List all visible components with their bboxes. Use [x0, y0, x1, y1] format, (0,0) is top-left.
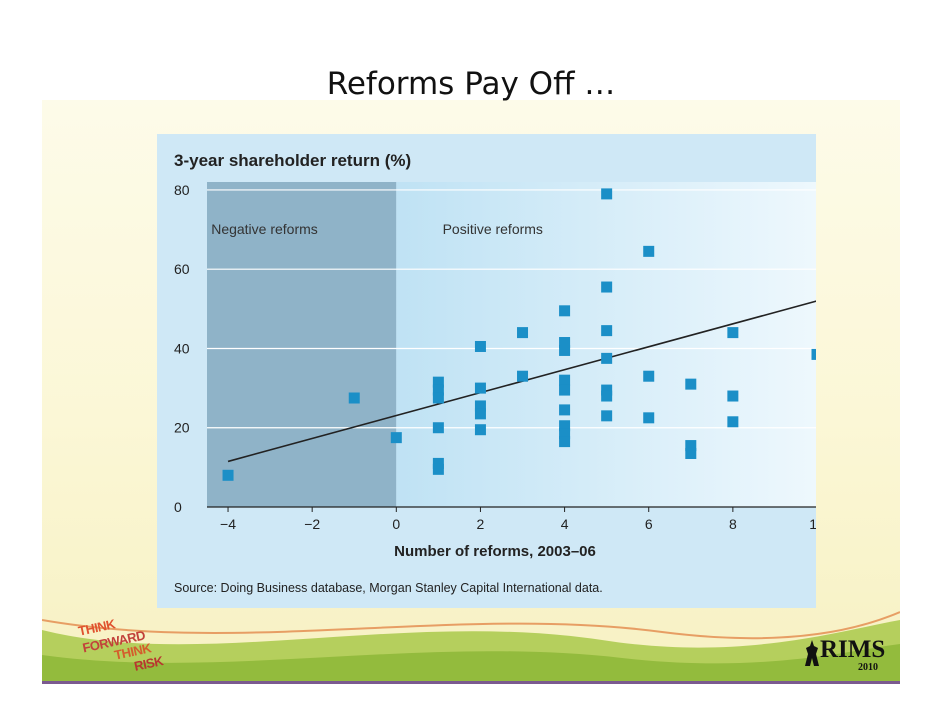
x-tick-label: 6	[645, 516, 653, 532]
data-point	[559, 428, 571, 440]
data-point	[601, 390, 613, 402]
y-tick-label: 0	[174, 499, 182, 515]
data-point	[559, 420, 571, 432]
data-point	[474, 408, 486, 420]
data-point	[811, 348, 816, 360]
data-point	[727, 416, 739, 428]
data-point	[727, 327, 739, 339]
data-point	[559, 344, 571, 356]
data-point	[432, 392, 444, 404]
data-point	[559, 404, 571, 416]
negative-region	[207, 182, 397, 507]
bottom-rule	[42, 681, 900, 684]
data-point	[643, 412, 655, 424]
x-tick-label: −2	[304, 516, 320, 532]
y-tick-label: 20	[174, 420, 190, 436]
data-point	[601, 384, 613, 396]
x-tick-label: 0	[392, 516, 400, 532]
x-tick-label: 8	[729, 516, 737, 532]
data-point	[432, 457, 444, 469]
data-point	[601, 325, 613, 337]
data-point	[559, 305, 571, 317]
data-point	[559, 337, 571, 349]
data-point	[685, 440, 697, 452]
chart-panel: Negative reforms Positive reforms −4 −2 0 2 4 6…	[157, 134, 816, 608]
data-point	[517, 370, 529, 382]
region-label-negative: Negative reforms	[211, 221, 318, 237]
data-point	[517, 327, 529, 339]
positive-region	[396, 182, 816, 507]
data-point	[559, 384, 571, 396]
data-point	[348, 392, 360, 404]
unicorn-icon	[805, 640, 819, 666]
data-point	[727, 390, 739, 402]
slide-title: Reforms Pay Off …	[326, 66, 616, 102]
data-point	[685, 447, 697, 459]
data-point	[643, 245, 655, 257]
x-tick-label: 10	[809, 516, 816, 532]
data-point	[601, 188, 613, 200]
chart-title: 3-year shareholder return (%)	[174, 151, 411, 170]
data-point	[601, 281, 613, 293]
x-tick-label: 2	[477, 516, 485, 532]
rims-logo-text: RIMS	[820, 636, 886, 663]
data-point	[432, 376, 444, 388]
data-point	[643, 370, 655, 382]
rims-logo: RIMS 2010	[798, 632, 902, 678]
data-point	[432, 463, 444, 475]
x-tick-label: 4	[561, 516, 569, 532]
data-point	[474, 340, 486, 352]
data-point	[390, 432, 402, 444]
decorative-wave	[42, 611, 900, 684]
data-point	[474, 382, 486, 394]
data-point	[601, 410, 613, 422]
think-forward-logo: THINK FORWARD THINK RISK	[74, 616, 184, 680]
data-point	[474, 400, 486, 412]
y-tick-label: 60	[174, 261, 190, 277]
rims-logo-year: 2010	[858, 662, 878, 673]
data-point	[559, 374, 571, 386]
data-point	[432, 384, 444, 396]
data-point	[559, 436, 571, 448]
data-point	[222, 469, 234, 481]
x-axis-label: Number of reforms, 2003–06	[394, 543, 596, 560]
data-point	[685, 378, 697, 390]
y-tick-label: 80	[174, 182, 190, 198]
x-tick-label: −4	[220, 516, 236, 532]
data-point	[432, 422, 444, 434]
region-label-positive: Positive reforms	[443, 221, 543, 237]
data-point	[601, 352, 613, 364]
y-tick-label: 40	[174, 340, 190, 356]
data-point	[474, 424, 486, 436]
source-note: Source: Doing Business database, Morgan …	[174, 581, 603, 595]
scatter-chart: Negative reforms Positive reforms −4 −2 0 2 4 6…	[174, 151, 816, 595]
